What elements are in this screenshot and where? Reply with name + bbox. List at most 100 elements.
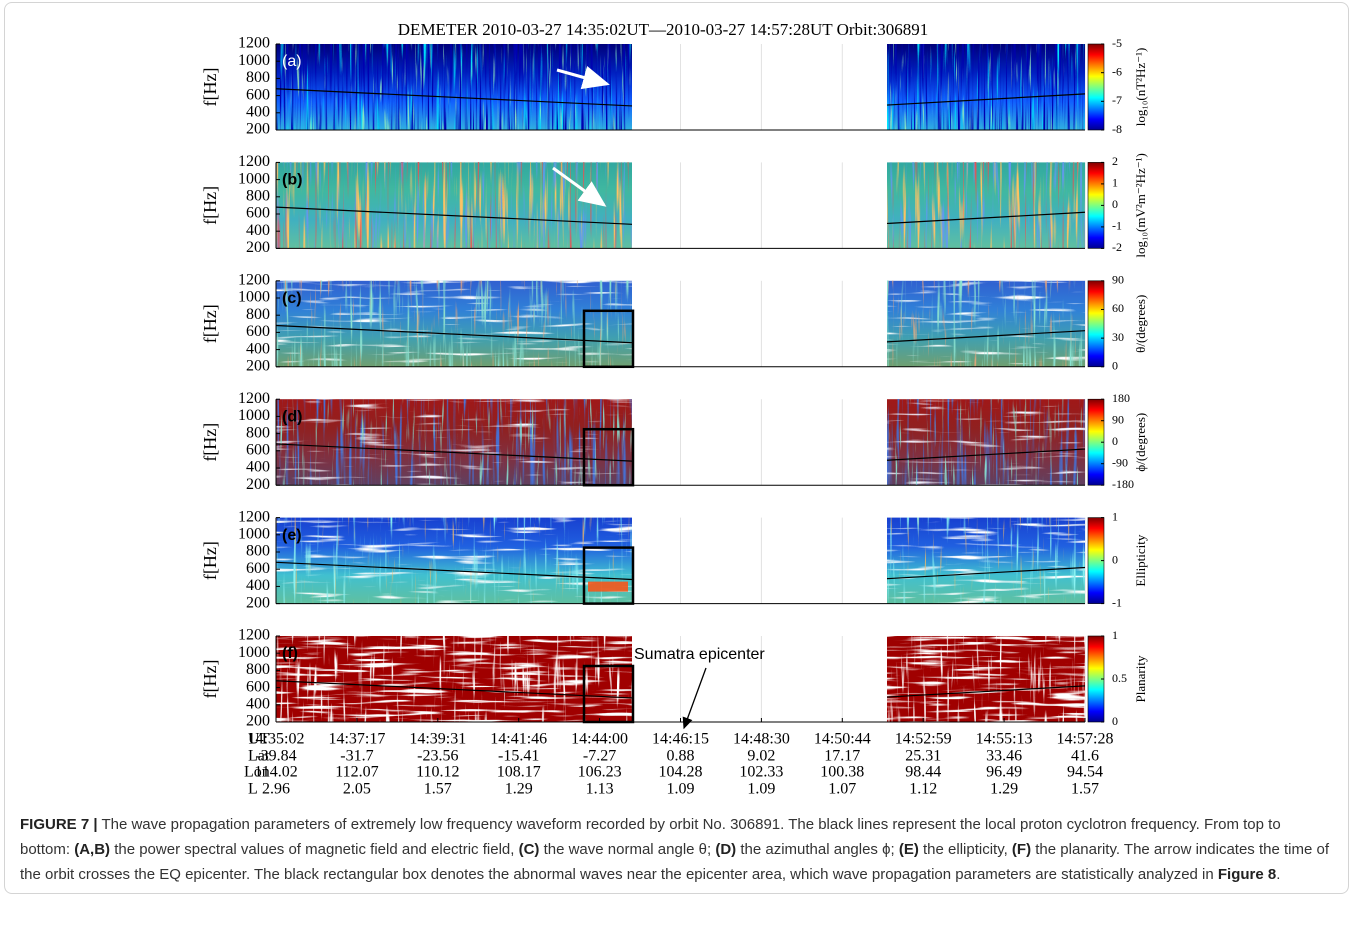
y-tick-label: 1000 [238,52,270,69]
panel-label: (e) [282,527,302,544]
time-table-cell: 114.02 [254,764,297,781]
anomaly-box [582,664,635,724]
colorbar-tick-label: 1 [1112,176,1118,190]
caption-ref: (D) [715,841,737,858]
time-table-cell: 41.6 [1071,748,1099,765]
event-arrow [556,65,610,90]
time-table-cell: 112.07 [335,764,378,781]
y-tick-label: 1200 [238,508,270,525]
cyclotron-line [886,211,1086,225]
y-axis-label: f[Hz] [200,68,220,107]
y-tick-label: 800 [246,187,270,204]
figure: DEMETER 2010-03-27 14:35:02UT—2010-03-27… [200,20,1148,798]
y-tick-label: 200 [246,713,270,730]
event-arrow [552,166,607,207]
caption-text: the wave normal angle θ; [539,841,716,858]
row-header: UT [248,731,270,748]
spectrogram-texture [276,162,632,249]
time-table-cell: 98.44 [905,764,941,781]
caption-ref: (E) [898,841,919,858]
colorbar-label: Planarity [1133,655,1148,702]
y-axis-label: f[Hz] [200,541,220,580]
y-tick-label: 400 [246,222,270,239]
y-tick-label: 800 [246,661,270,678]
y-tick-label: 600 [246,86,270,103]
y-tick-label: 1000 [238,525,270,542]
caption-text: the azimuthal angles ϕ; [736,841,899,858]
y-tick-label: 200 [246,357,270,374]
time-table-cell: 0.88 [667,748,695,765]
colorbar-tick-label: -8 [1112,122,1122,136]
y-tick-label: 400 [246,103,270,120]
time-table-cell: 14:52:59 [895,731,952,748]
colorbar-tick-label: 180 [1112,391,1130,405]
colorbar-tick-label: -90 [1112,455,1128,469]
caption-text: The wave propagation parameters of extre… [20,816,1281,858]
time-table-cell: 96.49 [986,764,1022,781]
spectrogram-texture [887,517,1085,604]
colorbar-tick-label: 30 [1112,330,1124,344]
time-table-cell: 1.57 [424,781,452,798]
caption-ref: Figure 8 [1217,866,1277,883]
y-tick-label: 200 [246,239,270,256]
spectrogram-texture [887,280,1085,367]
time-table-cell: 1.07 [828,781,856,798]
caption-text: . [1276,866,1281,883]
y-axis-label: f[Hz] [200,186,220,225]
time-table-cell: 1.09 [747,781,775,798]
spectrogram-texture [276,636,632,722]
time-table-cell: 14:35:02 [248,731,305,748]
time-table-cell: 94.54 [1067,764,1103,781]
y-tick-label: 800 [246,424,270,441]
time-table-cell: 1.12 [909,781,937,798]
time-table-cell: 14:46:15 [652,731,709,748]
colorbar-label: log₁₀(nT²Hz⁻¹) [1133,48,1148,127]
time-table-cell: 17.17 [824,748,860,765]
cyclotron-line [886,566,1086,580]
colorbar-tick-label: -1 [1112,595,1122,609]
y-tick-label: 800 [246,543,270,560]
anomaly-patch [588,581,628,592]
time-table-cell: 110.12 [416,764,459,781]
colorbar-label: θ/(degrees) [1133,295,1148,353]
time-table-cell: 14:39:31 [409,731,466,748]
time-table-cell: 14:44:00 [571,731,628,748]
panel-label: (b) [282,172,302,189]
time-table-cell: 14:37:17 [328,731,385,748]
row-header: Lon [244,764,270,781]
time-table-cell: 1.13 [586,781,614,798]
figure-frame [4,2,1349,894]
y-tick-label: 1200 [238,153,270,170]
colorbar-tick-label: 0 [1112,714,1118,728]
caption-ref: (F) [1011,841,1032,858]
time-table-cell: 9.02 [747,748,775,765]
spectrogram-texture [276,44,632,130]
caption-ref: (A,B) [74,841,111,858]
spectrogram-texture [276,280,632,367]
cyclotron-line [886,93,1086,106]
caption-text: the planarity. The arrow indicates the t… [20,841,1330,883]
caption-text: the power spectral values of magnetic fi… [110,841,519,858]
colorbar-tick-label: -180 [1112,477,1134,491]
y-tick-label: 400 [246,695,270,712]
panel-label: (f) [282,645,298,662]
colorbar-tick-label: 1 [1112,628,1118,642]
panel-label: (a) [282,53,302,70]
y-tick-label: 600 [246,205,270,222]
time-table-cell: 25.31 [905,748,941,765]
y-tick-label: 400 [246,340,270,357]
cyclotron-line [275,561,633,581]
colorbar-tick-label: 90 [1112,273,1124,287]
anomaly-box [582,427,635,487]
anomaly-box [582,309,635,369]
cyclotron-line [886,685,1086,698]
figure-title: DEMETER 2010-03-27 14:35:02UT—2010-03-27… [398,20,928,39]
y-tick-label: 600 [246,323,270,340]
row-header: L [248,781,258,798]
panel-label: (c) [282,290,302,307]
y-tick-label: 1000 [238,170,270,187]
y-tick-label: 1200 [238,35,270,52]
y-axis-label: f[Hz] [200,660,220,699]
colorbar-tick-label: 0 [1112,197,1118,211]
colorbar-tick-label: -2 [1112,240,1122,254]
